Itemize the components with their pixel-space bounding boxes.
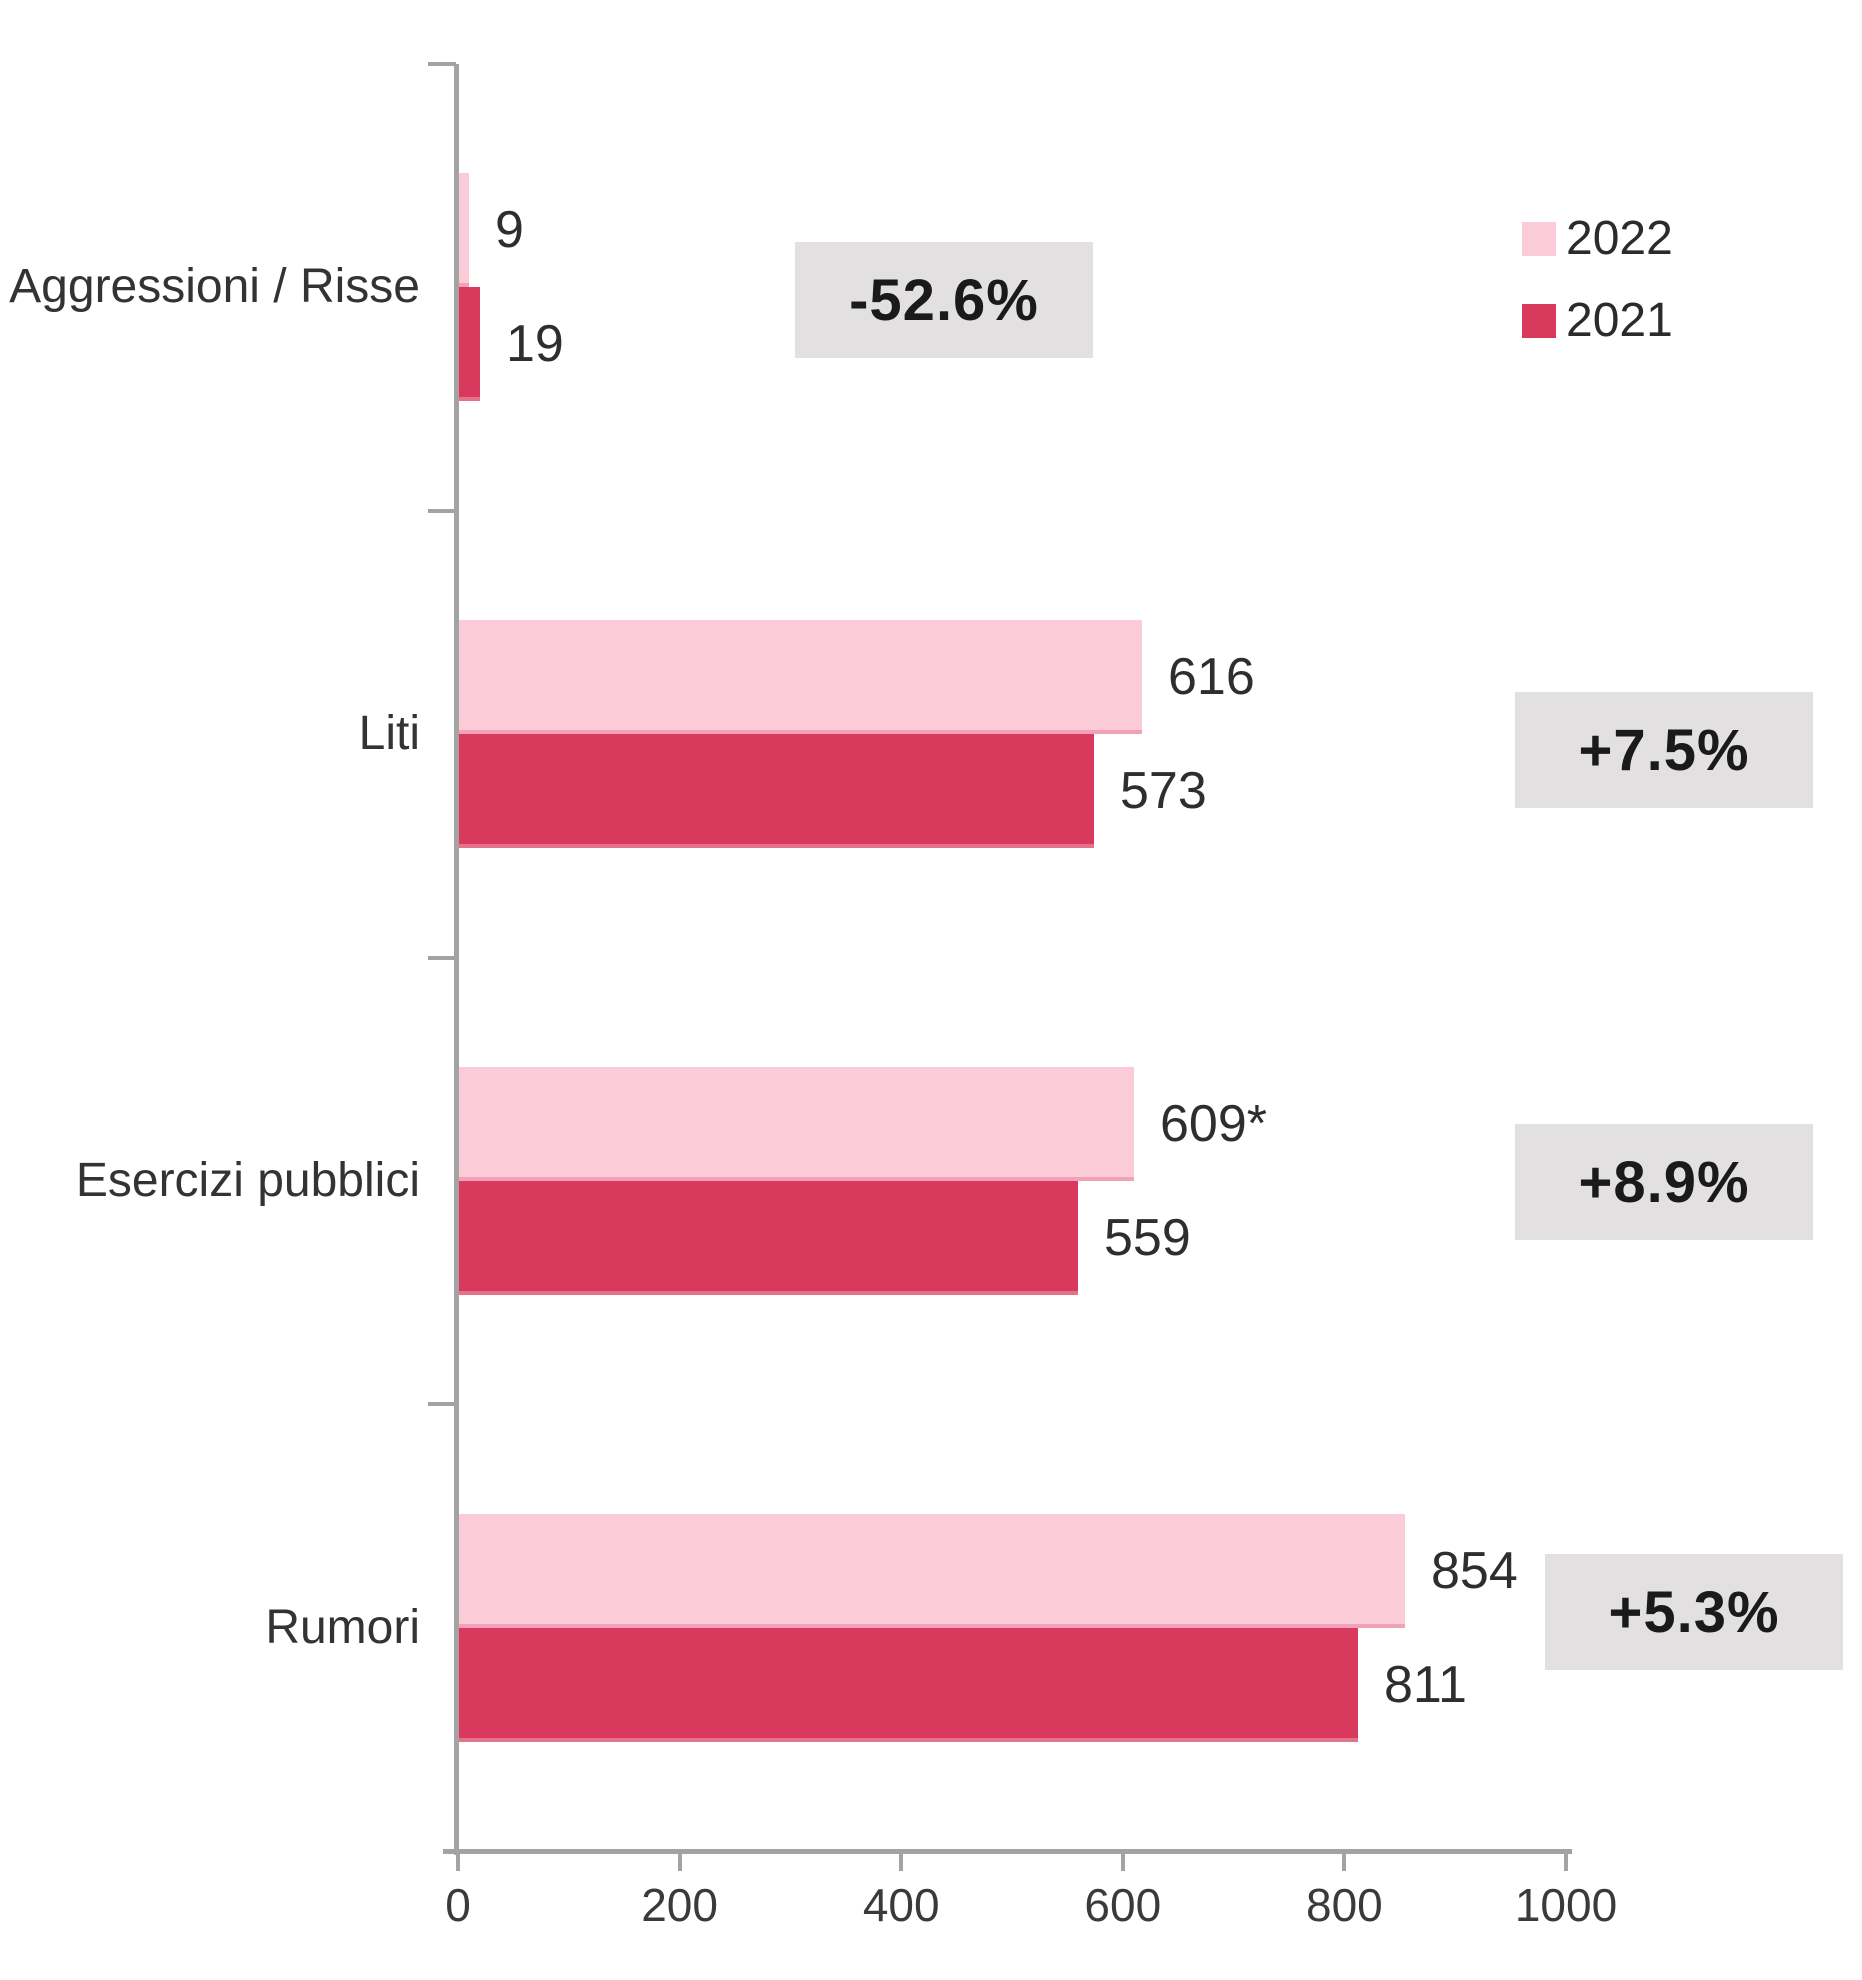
y-axis-tick: [428, 1402, 456, 1407]
x-axis-tick: [1342, 1851, 1347, 1871]
category-label: Aggressioni / Risse: [9, 260, 420, 314]
value-label-2022: 609*: [1160, 1094, 1267, 1153]
change-badge: -52.6%: [795, 242, 1093, 358]
x-axis-tick: [1564, 1851, 1568, 1871]
x-axis-tick: [1120, 1851, 1125, 1871]
legend-label: 2022: [1566, 212, 1673, 265]
bar-2021-2: [459, 1180, 1078, 1295]
category-label: Rumori: [265, 1600, 420, 1654]
change-badge: +5.3%: [1545, 1554, 1843, 1670]
y-axis-tick: [428, 955, 456, 960]
y-axis-tick: [428, 62, 456, 66]
legend-row-2022: 2022: [1522, 212, 1673, 265]
category-label: Esercizi pubblici: [75, 1153, 420, 1207]
legend-swatch-icon: [1522, 304, 1556, 338]
x-axis-tick: [677, 1851, 682, 1871]
legend-label: 2021: [1566, 294, 1673, 347]
bar-2021-1: [459, 734, 1094, 849]
x-axis-tick: [899, 1851, 904, 1871]
change-badge: +8.9%: [1515, 1124, 1813, 1240]
x-tick-label: 1000: [1514, 1879, 1618, 1931]
bar-2022-2: [459, 1066, 1134, 1181]
y-axis-line: [454, 64, 459, 1855]
bar-2022-1: [459, 620, 1142, 735]
x-tick-label: 800: [1306, 1879, 1383, 1931]
chart-legend: 2022 2021: [1522, 212, 1673, 382]
x-tick-label: 200: [641, 1879, 718, 1931]
value-label-2021: 573: [1120, 762, 1207, 821]
change-badge: +7.5%: [1515, 692, 1813, 808]
value-label-2021: 811: [1384, 1655, 1467, 1714]
value-label-2021: 559: [1104, 1208, 1191, 1267]
legend-row-2021: 2021: [1522, 294, 1673, 347]
value-label-2022: 854: [1431, 1541, 1518, 1600]
bar-2022-0: [459, 173, 469, 288]
value-label-2022: 9: [495, 201, 524, 260]
category-label: Liti: [358, 707, 420, 761]
x-tick-label: 0: [445, 1879, 471, 1931]
x-axis-tick: [456, 1851, 460, 1871]
x-tick-label: 400: [862, 1879, 940, 1931]
x-axis-line: [443, 1849, 1572, 1854]
y-axis-tick: [428, 508, 456, 513]
x-tick-label: 600: [1084, 1879, 1162, 1931]
bar-2021-0: [459, 287, 480, 402]
value-label-2021: 19: [506, 315, 564, 374]
value-label-2022: 616: [1168, 648, 1255, 707]
bar-2022-3: [459, 1513, 1405, 1628]
bar-2021-3: [459, 1627, 1358, 1742]
legend-swatch-icon: [1522, 222, 1556, 256]
